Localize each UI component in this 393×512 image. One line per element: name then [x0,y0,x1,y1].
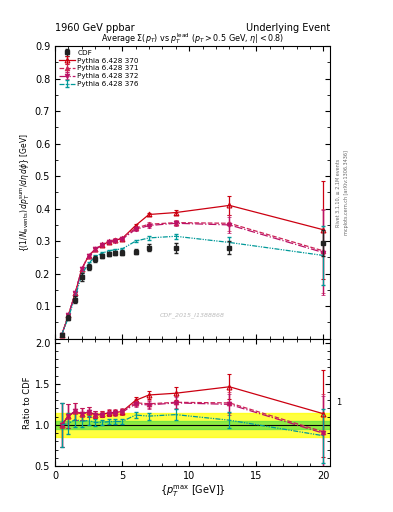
Y-axis label: $\{(1/N_{\rm events})\,dp_T^{\rm sum}/d\eta\,d\phi\}$ [GeV]: $\{(1/N_{\rm events})\,dp_T^{\rm sum}/d\… [18,133,32,252]
Text: 1960 GeV ppbar: 1960 GeV ppbar [55,23,135,33]
Legend: CDF, Pythia 6.428 370, Pythia 6.428 371, Pythia 6.428 372, Pythia 6.428 376: CDF, Pythia 6.428 370, Pythia 6.428 371,… [57,48,140,89]
Text: Rivet 3.1.10, ≥ 2.1M events: Rivet 3.1.10, ≥ 2.1M events [336,158,341,226]
X-axis label: $\{p_T^{\rm max}$ [GeV]$\}$: $\{p_T^{\rm max}$ [GeV]$\}$ [160,483,226,499]
Title: Average $\Sigma(p_T)$ vs $p_T^{\rm lead}$ ($p_T > 0.5$ GeV, $\eta| < 0.8$): Average $\Sigma(p_T)$ vs $p_T^{\rm lead}… [101,31,284,46]
Text: mcplots.cern.ch [arXiv:1306.3436]: mcplots.cern.ch [arXiv:1306.3436] [344,150,349,235]
Y-axis label: Ratio to CDF: Ratio to CDF [23,376,32,429]
Text: 1: 1 [336,398,341,407]
Text: Underlying Event: Underlying Event [246,23,330,33]
Text: CDF_2015_I1388868: CDF_2015_I1388868 [160,312,225,318]
Bar [55,413,330,437]
Bar [55,421,330,429]
